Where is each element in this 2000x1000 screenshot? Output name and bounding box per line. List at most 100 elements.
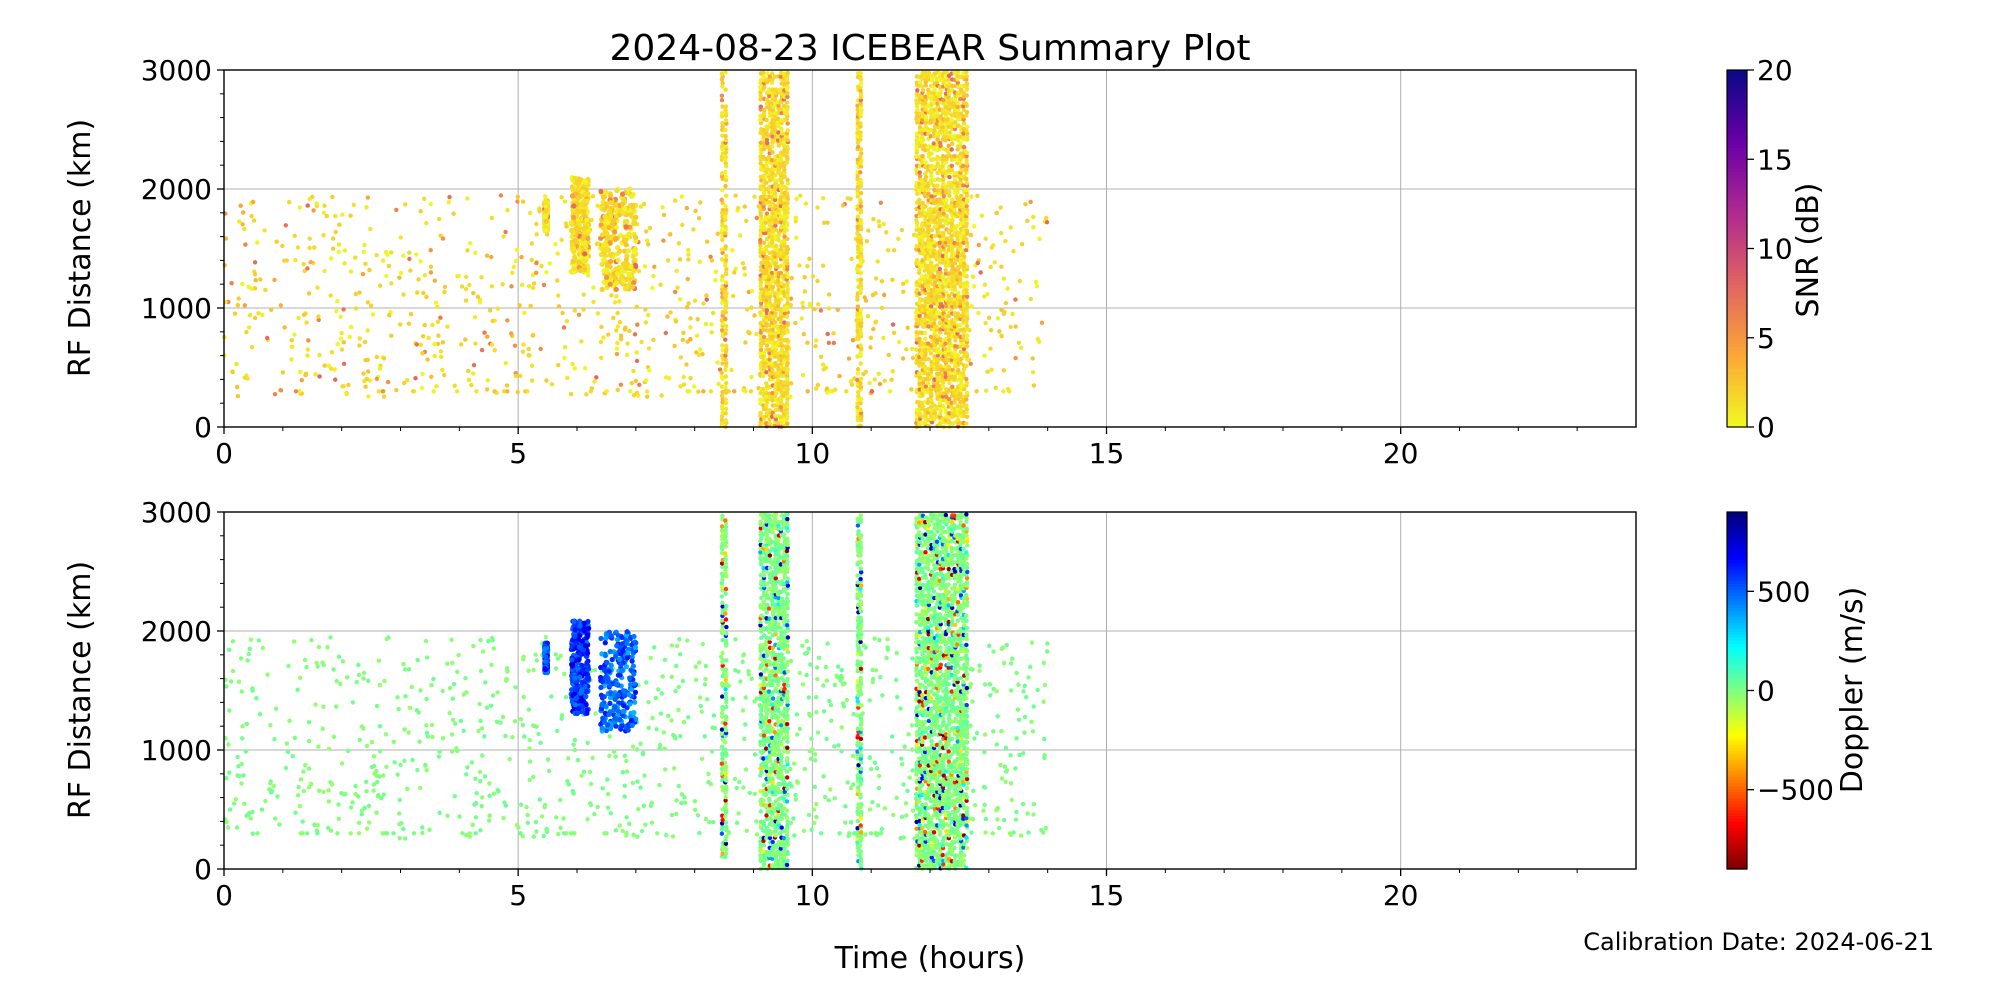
snr-data-point (949, 147, 954, 152)
snr-data-point (364, 376, 369, 381)
snr-data-point (249, 286, 254, 291)
snr-data-point (884, 230, 889, 235)
snr-data-point (812, 307, 817, 312)
doppler-data-point (659, 691, 664, 696)
snr-data-point (784, 314, 790, 319)
snr-data-point (764, 370, 769, 375)
snr-data-point (223, 236, 229, 241)
snr-data-point (758, 161, 763, 166)
snr-data-point (858, 270, 863, 276)
doppler-data-point (826, 798, 831, 803)
snr-data-point (435, 341, 441, 346)
snr-data-point (368, 226, 373, 232)
snr-data-point (632, 257, 638, 263)
snr-data-point (459, 342, 464, 347)
snr-data-point (608, 193, 614, 199)
doppler-data-point (480, 795, 485, 800)
snr-data-point (668, 310, 673, 315)
snr-data-point (890, 277, 895, 282)
doppler-data-point (293, 810, 298, 815)
doppler-data-point (624, 769, 630, 774)
snr-data-point (301, 312, 307, 317)
snr-data-point (976, 310, 981, 316)
doppler-data-point (458, 718, 464, 724)
doppler-data-point (539, 814, 545, 819)
snr-data-point (778, 107, 784, 112)
snr-data-point (631, 280, 637, 286)
snr-data-point (604, 389, 609, 394)
snr-data-point (562, 355, 567, 361)
snr-data-point (418, 209, 423, 214)
snr-x-tick-label: 5 (509, 437, 527, 470)
snr-data-point (580, 235, 586, 242)
snr-data-point (720, 313, 725, 318)
snr-data-point (467, 282, 472, 288)
doppler-data-point (681, 719, 687, 725)
snr-data-point (326, 363, 331, 368)
snr-data-point (456, 273, 461, 279)
snr-data-point (613, 202, 619, 208)
doppler-data-point (336, 654, 342, 659)
snr-data-point (626, 276, 632, 282)
doppler-data-point (283, 765, 289, 771)
doppler-data-point (646, 725, 651, 730)
snr-data-point (599, 261, 605, 267)
doppler-data-point (844, 697, 850, 703)
snr-data-point (723, 137, 729, 143)
snr-data-point (429, 374, 434, 379)
snr-data-point (668, 232, 673, 237)
snr-data-point (932, 331, 937, 336)
snr-data-point (572, 366, 577, 371)
snr-data-point (545, 232, 550, 237)
snr-data-point (338, 314, 343, 319)
doppler-data-point (970, 817, 976, 822)
snr-data-point (964, 176, 969, 182)
doppler-data-point (832, 682, 837, 688)
snr-data-point (719, 144, 725, 149)
doppler-data-point (662, 657, 668, 662)
snr-data-point (866, 228, 871, 233)
doppler-data-point (733, 637, 738, 642)
snr-data-point (376, 389, 381, 394)
doppler-data-point (643, 822, 648, 827)
snr-data-point (357, 343, 362, 348)
snr-data-point (785, 301, 790, 306)
snr-data-point (432, 341, 437, 347)
snr-data-point (696, 216, 702, 221)
snr-data-point (389, 250, 394, 255)
snr-data-point (974, 389, 979, 394)
snr-data-point (764, 163, 769, 169)
doppler-data-point (391, 739, 396, 744)
snr-data-point (634, 358, 640, 364)
doppler-data-point (754, 832, 760, 837)
snr-data-point (440, 340, 446, 345)
snr-data-point (1003, 238, 1008, 244)
snr-data-point (575, 186, 581, 192)
snr-data-point (890, 369, 895, 374)
snr-data-point (720, 104, 725, 109)
snr-data-point (964, 187, 969, 193)
doppler-data-point (747, 790, 752, 796)
snr-data-point (773, 320, 778, 325)
snr-data-point (406, 321, 412, 326)
snr-data-point (474, 389, 479, 394)
snr-data-point (943, 346, 948, 352)
snr-data-point (742, 204, 747, 209)
snr-data-point (758, 291, 763, 296)
snr-data-point (764, 404, 769, 409)
snr-data-point (772, 97, 778, 102)
doppler-data-point (1042, 682, 1048, 688)
snr-data-point (723, 271, 729, 276)
snr-data-point (955, 353, 960, 358)
doppler-data-point (464, 772, 469, 777)
snr-data-point (280, 243, 285, 249)
snr-data-point (252, 272, 258, 277)
doppler-data-point (656, 687, 661, 692)
doppler-data-point (634, 747, 640, 752)
snr-data-point (1011, 249, 1016, 254)
doppler-data-point (588, 781, 594, 787)
snr-data-point (688, 316, 693, 321)
snr-data-point (885, 248, 891, 253)
snr-data-point (643, 307, 648, 312)
snr-data-point (719, 353, 725, 358)
